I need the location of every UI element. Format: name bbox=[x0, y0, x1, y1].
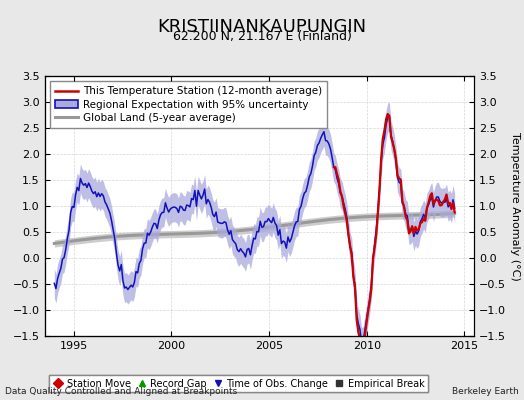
Text: KRISTIINANKAUPUNGIN: KRISTIINANKAUPUNGIN bbox=[157, 18, 367, 36]
Y-axis label: Temperature Anomaly (°C): Temperature Anomaly (°C) bbox=[510, 132, 520, 280]
Text: Berkeley Earth: Berkeley Earth bbox=[452, 387, 519, 396]
Text: Data Quality Controlled and Aligned at Breakpoints: Data Quality Controlled and Aligned at B… bbox=[5, 387, 237, 396]
Legend: Station Move, Record Gap, Time of Obs. Change, Empirical Break: Station Move, Record Gap, Time of Obs. C… bbox=[49, 375, 429, 392]
Text: 62.200 N, 21.167 E (Finland): 62.200 N, 21.167 E (Finland) bbox=[172, 30, 352, 43]
